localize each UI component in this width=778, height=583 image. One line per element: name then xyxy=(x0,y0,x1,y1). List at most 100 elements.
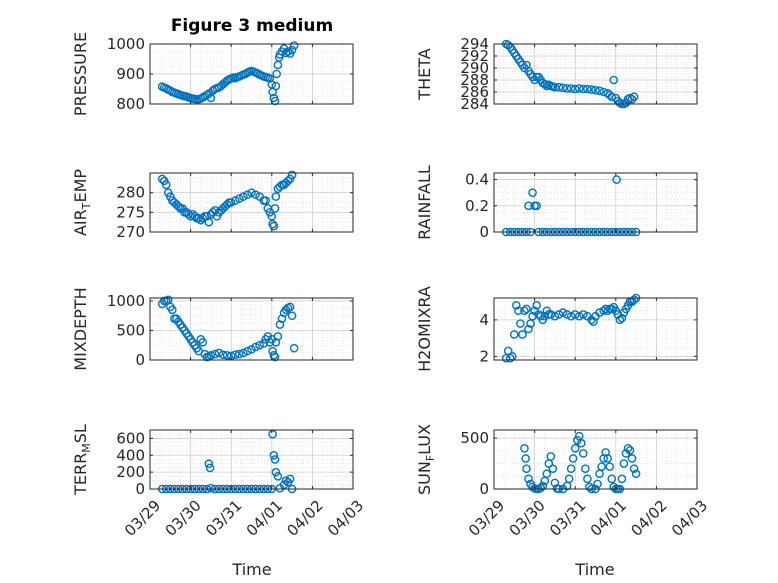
sun-flux-data-point xyxy=(570,444,580,453)
sun-flux-y-tick-label: 500 xyxy=(460,429,489,447)
h2omixra-series xyxy=(501,293,641,363)
air-temp-data-point xyxy=(157,174,167,184)
x-axis-label-right: Time xyxy=(574,560,614,579)
air-temp-data-point xyxy=(275,182,285,192)
air-temp-data-point xyxy=(287,170,297,180)
h2omixra-y-axis-label: H2OMIXRA xyxy=(415,286,434,372)
terrain-msl-y-label-rest: SL xyxy=(71,424,90,443)
terrain-msl-data-point xyxy=(285,474,295,484)
air-temp-y-tick-label: 275 xyxy=(116,203,145,221)
terrain-msl-data-point xyxy=(206,483,216,493)
pressure-data-point xyxy=(271,81,281,91)
mixdepth-subplot: 0 500 1000 MIXDEPTH xyxy=(71,287,354,371)
h2omixra-y-tick-label: 2 xyxy=(479,347,489,365)
sun-flux-data-point xyxy=(597,462,606,471)
sun-flux-data-point xyxy=(550,478,560,488)
theta-data-point xyxy=(562,84,572,93)
air-temp-data-point xyxy=(270,204,280,213)
air-temp-data-point xyxy=(283,176,293,186)
terrain-msl-y-axis-label: TERRMSL xyxy=(71,424,93,496)
air-temp-data-point xyxy=(161,180,171,190)
theta-y-axis-label: THETA xyxy=(415,48,434,100)
sun-flux-data-point xyxy=(521,454,530,463)
terrain-msl-y-tick-label: 600 xyxy=(116,429,145,447)
pressure-data-point xyxy=(283,47,293,56)
x-axis-label-left: Time xyxy=(231,560,271,579)
mixdepth-data-point xyxy=(277,314,287,323)
sun-flux-y-axis-label: SUNFLUX xyxy=(415,424,437,495)
terrain-msl-data-point xyxy=(269,450,279,460)
theta-data-point xyxy=(550,82,560,92)
pressure-data-point xyxy=(289,41,299,50)
terrain-msl-data-point xyxy=(204,459,214,469)
sun-flux-data-point xyxy=(566,464,576,473)
sun-flux-data-point xyxy=(617,474,627,484)
sun-flux-data-point xyxy=(583,474,592,484)
h2omixra-data-point xyxy=(550,311,560,321)
theta-data-point xyxy=(609,75,619,85)
theta-data-point xyxy=(566,84,576,93)
h2omixra-data-point xyxy=(509,330,519,339)
sun-flux-data-point xyxy=(619,459,629,468)
h2omixra-data-point xyxy=(574,311,584,321)
pressure-data-point xyxy=(272,69,281,79)
mixdepth-data-point xyxy=(206,350,216,360)
terrain-msl-data-point xyxy=(271,467,281,477)
rainfall-data-point xyxy=(528,188,537,197)
theta-data-point xyxy=(574,84,584,93)
h2omixra-data-point xyxy=(607,304,617,314)
sun-flux-data-point xyxy=(605,462,615,471)
air-temp-data-point xyxy=(226,198,236,207)
mixdepth-data-point xyxy=(210,349,220,359)
theta-y-tick-label: 292 xyxy=(460,47,489,65)
sun-flux-y-tick-label: 0 xyxy=(479,480,489,498)
h2omixra-data-point xyxy=(522,304,531,314)
terrain-msl-data-point xyxy=(281,476,291,485)
h2omixra-data-point xyxy=(562,310,572,319)
air-temp-data-point xyxy=(230,196,240,205)
terrain-msl-y-tick-label: 200 xyxy=(116,463,145,481)
air-temp-data-point xyxy=(271,192,281,201)
sun-flux-data-point xyxy=(581,464,590,473)
mixdepth-data-point xyxy=(168,305,177,315)
air-temp-y-tick-label: 280 xyxy=(116,184,145,202)
air-temp-data-point xyxy=(202,211,212,221)
air-temp-data-point xyxy=(222,200,232,209)
h2omixra-data-point xyxy=(518,330,527,339)
terrain-msl-data-point xyxy=(268,429,277,439)
terrain-msl-y-label-sub: M xyxy=(80,443,93,453)
pressure-y-axis-label: PRESSURE xyxy=(71,32,90,116)
mixdepth-data-point xyxy=(255,340,264,350)
sun-flux-y-label-main: SUN xyxy=(415,461,434,495)
mixdepth-y-tick-label: 0 xyxy=(135,351,145,369)
theta-data-point xyxy=(587,85,596,94)
h2omixra-data-point xyxy=(516,319,525,328)
pressure-y-tick-label: 800 xyxy=(116,95,145,113)
rainfall-data-point xyxy=(532,201,541,211)
rainfall-data-point xyxy=(524,201,533,211)
sun-flux-data-point xyxy=(522,464,531,473)
terrain-msl-y-tick-label: 400 xyxy=(116,446,145,464)
air-temp-y-tick-label: 270 xyxy=(116,223,145,241)
h2omixra-data-point xyxy=(570,310,580,319)
mixdepth-series xyxy=(157,295,299,362)
sun-flux-data-point xyxy=(564,474,574,484)
h2omixra-data-point xyxy=(505,353,515,363)
theta-series xyxy=(501,39,639,109)
terrain-msl-axes-box xyxy=(149,429,354,490)
rainfall-plot-area xyxy=(494,173,697,232)
sun-flux-data-point xyxy=(629,464,639,473)
air-temp-series xyxy=(157,170,297,231)
sun-flux-data-point xyxy=(579,449,588,458)
h2omixra-data-point xyxy=(520,306,529,316)
h2omixra-data-point xyxy=(595,308,604,317)
theta-y-tick-label: 290 xyxy=(460,59,489,77)
theta-data-point xyxy=(558,83,568,93)
sun-flux-data-point xyxy=(536,483,545,493)
air-temp-data-point xyxy=(210,206,220,215)
theta-y-tick-label: 294 xyxy=(460,35,489,53)
h2omixra-data-point xyxy=(589,317,598,327)
rainfall-y-tick-label: 0.4 xyxy=(465,171,489,189)
theta-y-tick-label: 284 xyxy=(460,95,489,113)
